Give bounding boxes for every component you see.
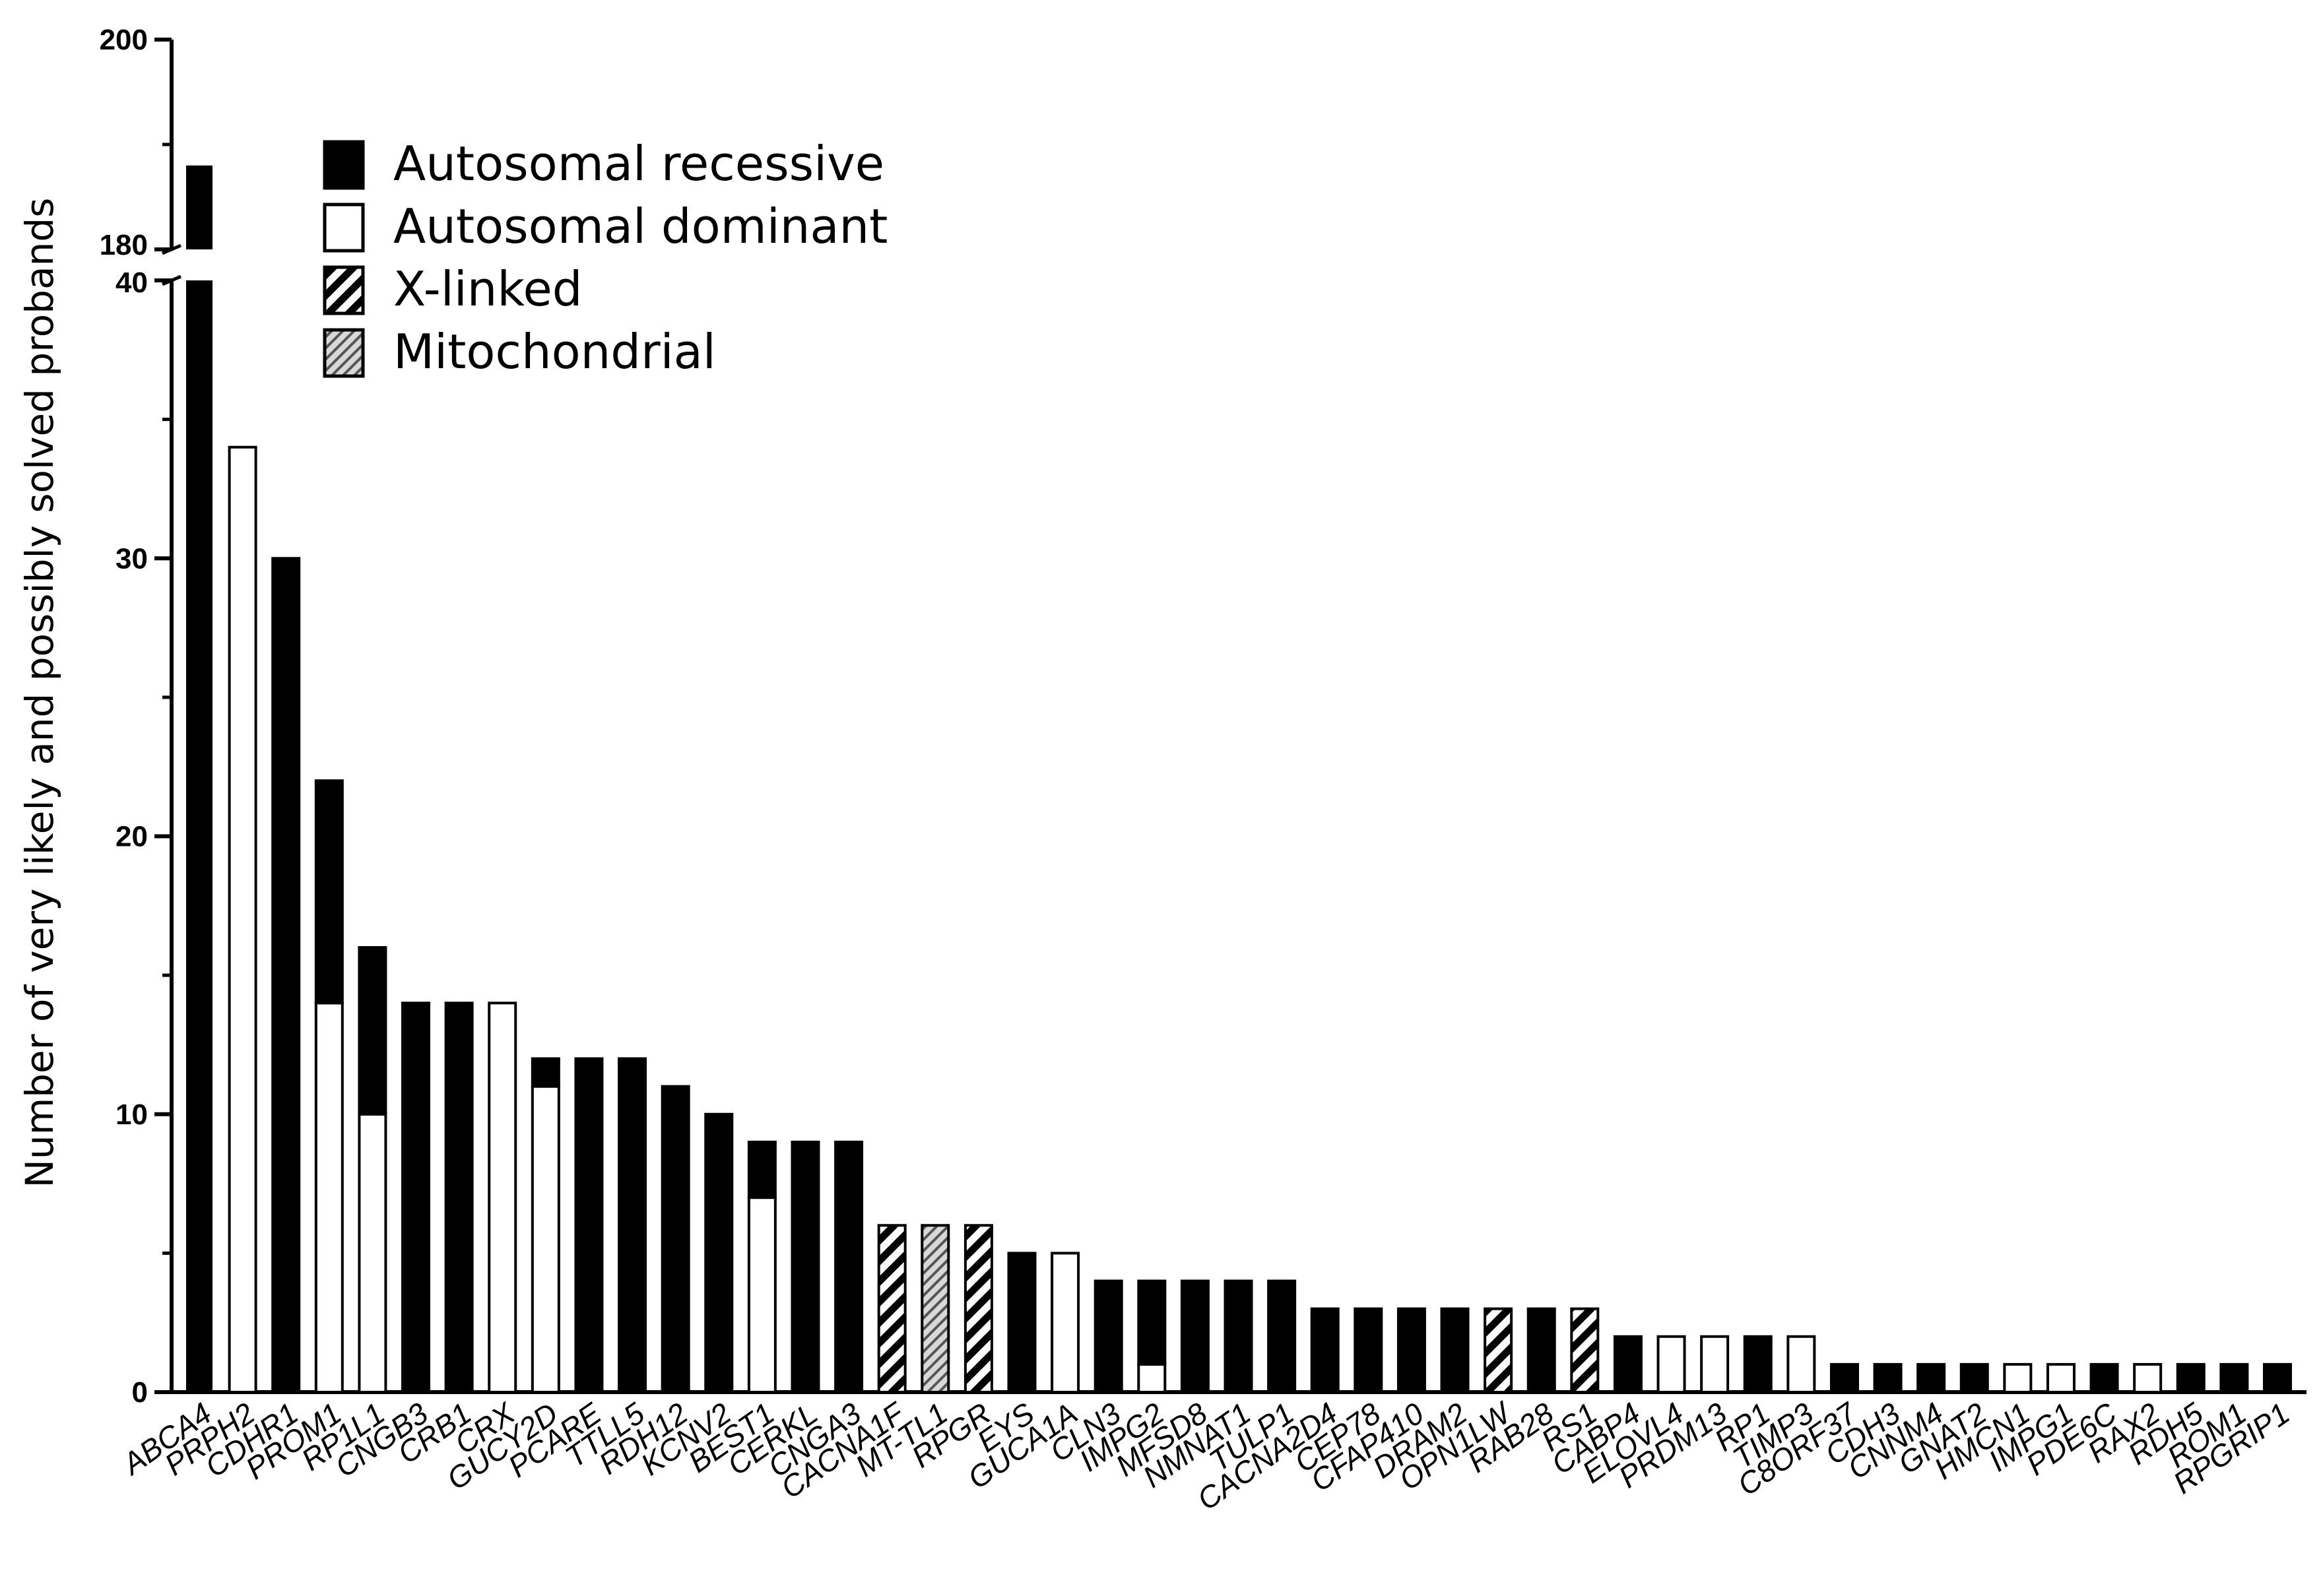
axis-break-mark (162, 274, 181, 286)
bar-ar-abca4-lower (186, 280, 212, 1392)
bar-ad-prdm13 (1700, 1335, 1730, 1393)
bars (186, 165, 2292, 1393)
axis-break-mark (162, 243, 181, 255)
bar-ad-impg1 (2046, 1362, 2076, 1393)
bar-ad-prom1 (314, 1002, 344, 1393)
bar-xl-opn1lw (1484, 1307, 1513, 1393)
bar-ar-gucy2d (531, 1057, 560, 1088)
bar-ad-hmcn1 (2003, 1362, 2033, 1393)
bar-ar-prom1 (314, 779, 344, 1005)
bar-ar-gnat2 (1959, 1362, 1989, 1393)
bar-ar-cerkl (791, 1140, 820, 1393)
bar-ar-pcare (574, 1057, 604, 1393)
legend-label-xl: X-linked (393, 261, 583, 317)
bar-ar-impg2 (1137, 1279, 1167, 1366)
bar-ar-ttll5 (618, 1057, 647, 1393)
bar-ar-c8orf37 (1829, 1362, 1859, 1393)
bar-ar-cabp4 (1613, 1335, 1643, 1393)
bar-ar-rdh5 (2176, 1362, 2206, 1393)
bar-ad-prph2 (228, 445, 257, 1393)
bar-ar-rab28 (1526, 1307, 1556, 1393)
bar-ar-cln3 (1094, 1279, 1123, 1393)
bar-ar-cngb3 (401, 1002, 431, 1393)
bar-ar-rdh12 (661, 1085, 690, 1393)
legend-label-ar: Autosomal recessive (393, 136, 884, 191)
bar-ar-cnnm4 (1916, 1362, 1946, 1393)
bar-xl-cacna1f (877, 1224, 907, 1393)
y-tick-label: 180 (100, 229, 148, 261)
bar-ar-cdhr1 (271, 557, 301, 1393)
bar-ar-cacna2d4 (1310, 1307, 1340, 1393)
legend-label-mt: Mitochondrial (393, 324, 716, 379)
bar-ar-crb1 (444, 1002, 474, 1393)
y-tick-label: 30 (115, 542, 148, 575)
bar-ar-rp1l1 (358, 946, 387, 1116)
bar-xl-rpgr (964, 1224, 993, 1393)
y-tick-label: 10 (115, 1099, 148, 1131)
bar-ar-pde6c (2089, 1362, 2119, 1393)
bar-ar-tulp1 (1267, 1279, 1297, 1393)
bar-ar-abca4-upper (186, 165, 212, 249)
legend-swatch-ad (323, 203, 365, 253)
y-tick-label: 40 (115, 267, 148, 299)
y-tick-label: 200 (100, 24, 148, 56)
y-axis-label: Number of very likely and possibly solve… (17, 198, 62, 1188)
bar-ar-cnga3 (834, 1140, 864, 1393)
legend-swatch-mt (323, 328, 365, 378)
bar-ad-rp1l1 (358, 1112, 387, 1393)
legend-swatch-xl (323, 265, 365, 315)
bar-ad-best1 (747, 1196, 777, 1393)
bar-ar-rom1 (2219, 1362, 2249, 1393)
bar-ar-best1 (747, 1140, 777, 1199)
bar-ar-cfap410 (1396, 1307, 1426, 1393)
bar-ar-eys (1007, 1252, 1037, 1393)
bar-mt-mt-tl1 (921, 1224, 950, 1393)
bar-ar-mfsd8 (1180, 1279, 1210, 1393)
bar-ar-cdh3 (1873, 1362, 1903, 1393)
bar-ar-cep78 (1354, 1307, 1383, 1393)
category-labels: ABCA4PRPH2CDHR1PROM1RP1L1CNGB3CRB1CRXGUC… (115, 1394, 2296, 1517)
bar-ar-dram2 (1440, 1307, 1470, 1393)
bar-ar-kcnv2 (704, 1112, 734, 1393)
y-tick-label: 0 (132, 1376, 148, 1409)
bar-xl-rs1 (1570, 1307, 1600, 1393)
bar-ar-rpgrip1 (2263, 1362, 2292, 1393)
legend-label-ad: Autosomal dominant (393, 199, 888, 254)
bar-ar-rp1 (1743, 1335, 1773, 1393)
bar-ad-timp3 (1786, 1335, 1816, 1393)
bar-ad-impg2 (1137, 1362, 1167, 1393)
bar-ad-elovl4 (1656, 1335, 1686, 1393)
legend: Autosomal recessive Autosomal dominant X-l… (323, 136, 888, 379)
bar-ad-guca1a (1051, 1252, 1080, 1393)
bar-ad-rax2 (2133, 1362, 2163, 1393)
bar-ar-nmnat1 (1224, 1279, 1253, 1393)
bar-ad-gucy2d (531, 1085, 560, 1393)
y-tick-label: 20 (115, 821, 148, 853)
bar-ad-crx (488, 1002, 517, 1393)
legend-swatch-ar (323, 140, 365, 190)
